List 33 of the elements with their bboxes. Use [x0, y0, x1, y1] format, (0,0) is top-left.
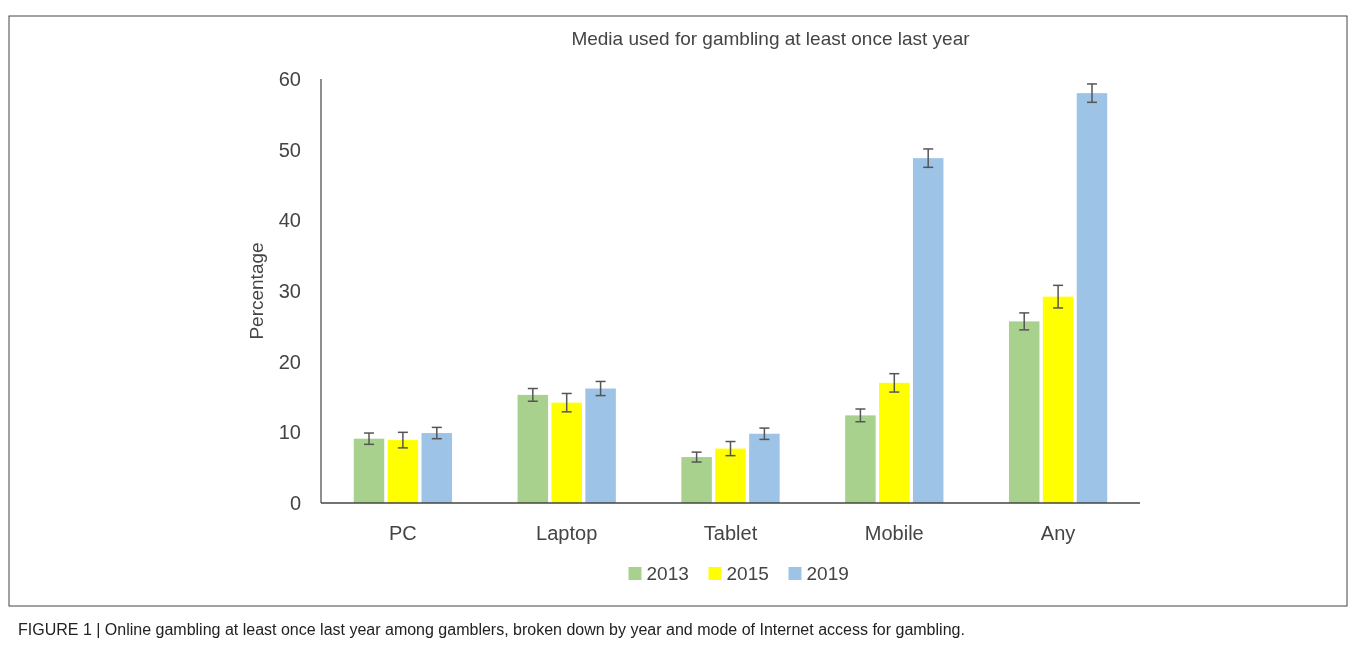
chart-title: Media used for gambling at least once last year: [571, 28, 971, 49]
x-tick-label: Any: [1040, 522, 1076, 544]
x-tick-label: PC: [389, 522, 417, 544]
legend-label: 2013: [646, 563, 689, 584]
y-tick-label: 20: [278, 350, 301, 373]
y-tick-label: 40: [278, 209, 301, 232]
bar: [1042, 296, 1074, 503]
bar: [517, 394, 549, 503]
y-tick-label: 10: [278, 421, 301, 444]
bar: [681, 457, 712, 503]
bar: [715, 448, 746, 503]
x-tick-label: Tablet: [703, 522, 758, 544]
bar: [585, 388, 616, 503]
y-tick-label: 50: [278, 138, 301, 161]
y-tick-label: 60: [278, 68, 301, 90]
bar: [421, 433, 453, 503]
caption: FIGURE 1 | Online gambling at least once last year among gamblers, broken down by year and mode of Internet access for gambling.: [18, 621, 965, 638]
bar: [353, 438, 385, 503]
bar: [845, 415, 876, 503]
y-tick-label: 30: [278, 280, 301, 302]
bar: [1008, 321, 1040, 503]
bar: [879, 382, 910, 503]
bar: [749, 433, 780, 503]
bar: [387, 440, 419, 503]
x-tick-label: Laptop: [536, 522, 598, 544]
legend-label: 2015: [726, 563, 769, 584]
y-axis-title: Percentage: [246, 242, 267, 340]
bar: [551, 402, 582, 503]
legend-label: 2019: [806, 563, 849, 584]
bar: [1076, 93, 1108, 503]
x-tick-label: Mobile: [864, 522, 924, 544]
bar: [912, 158, 944, 503]
y-tick-label: 0: [289, 492, 301, 514]
